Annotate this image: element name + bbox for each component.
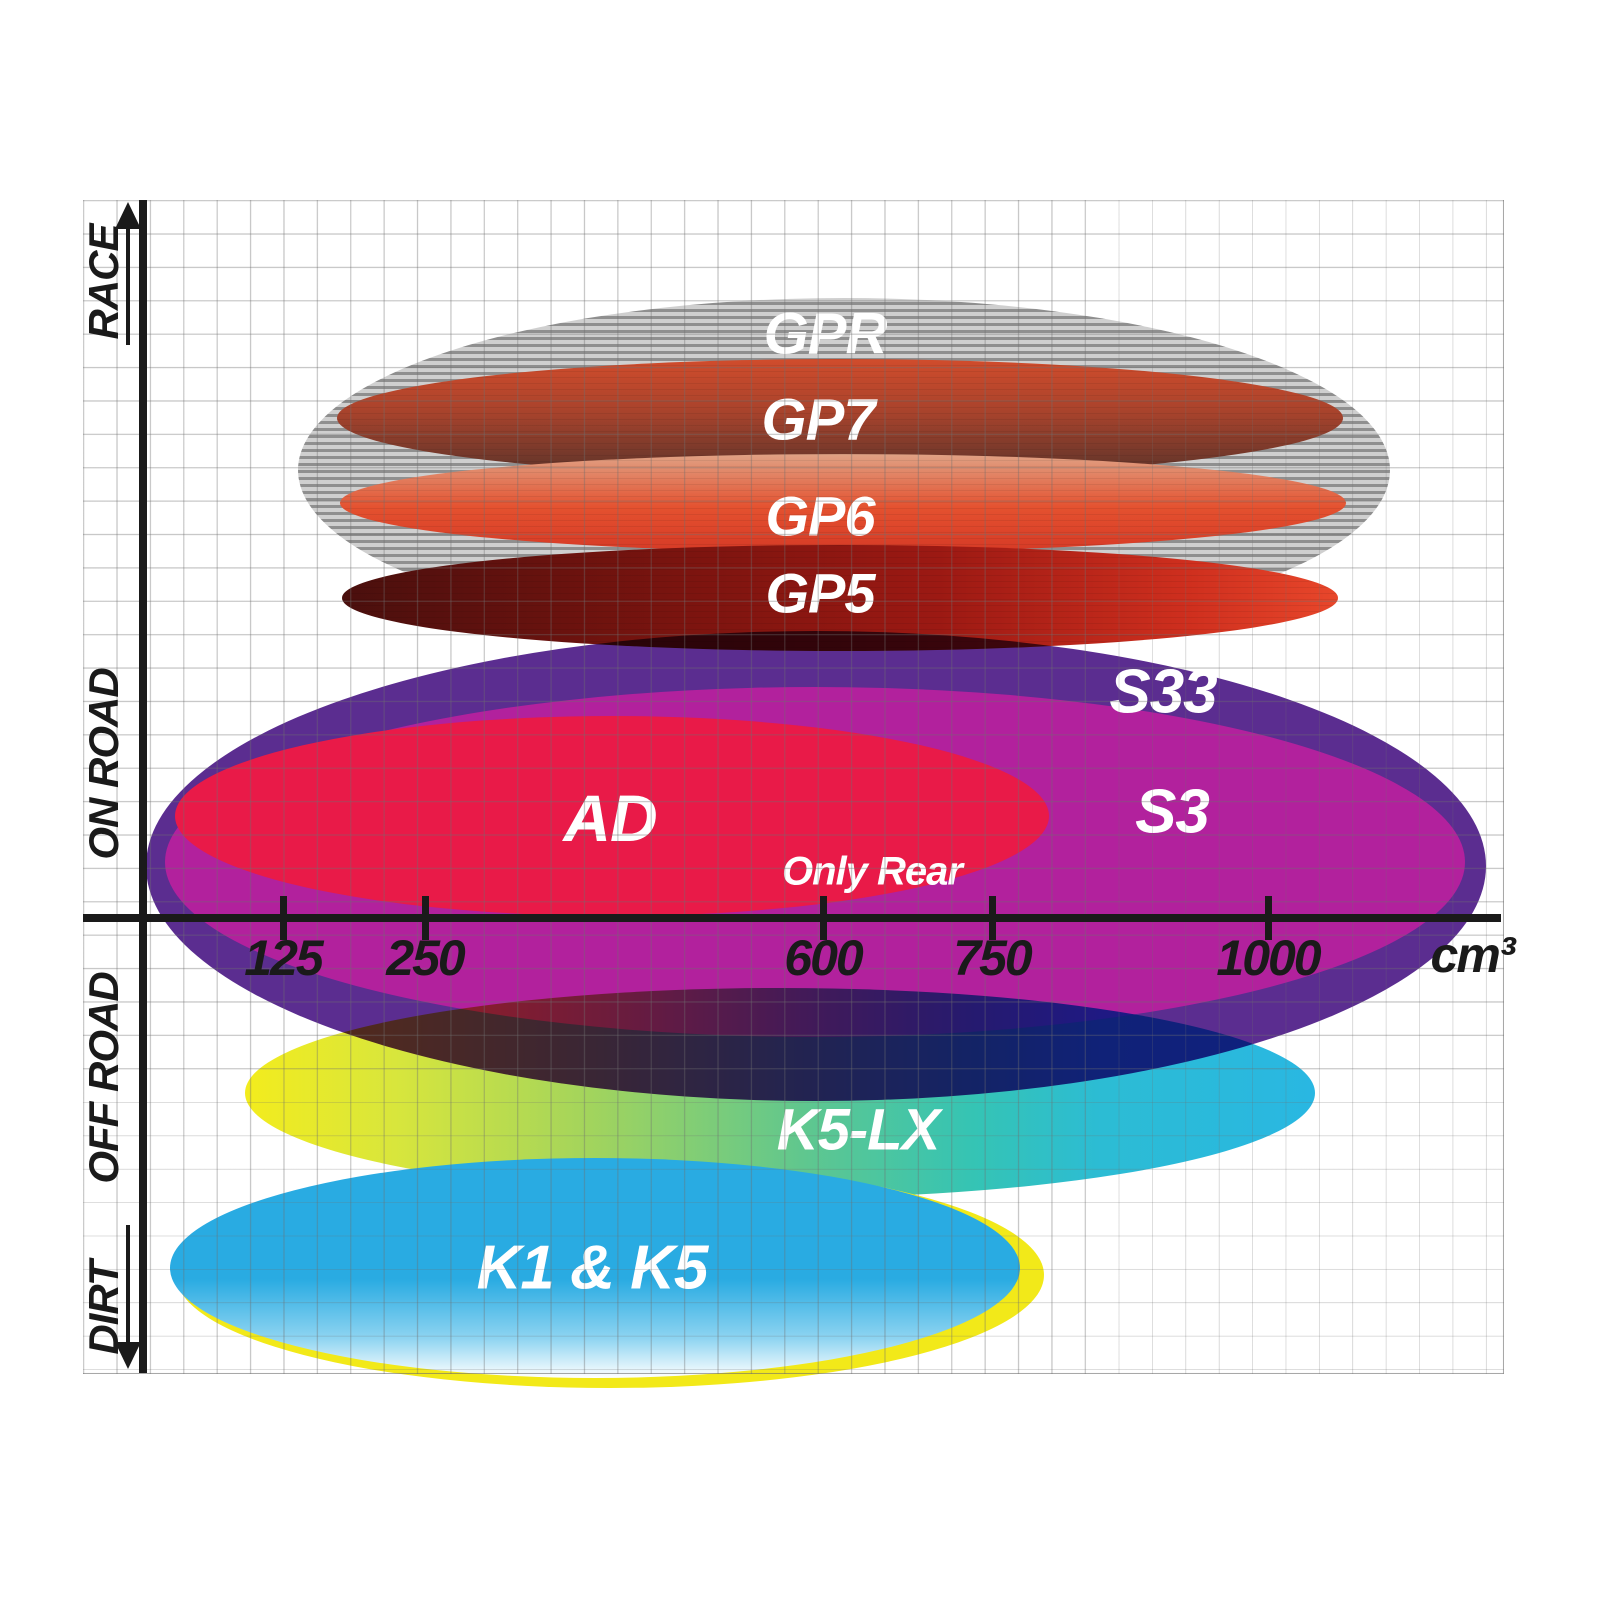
ellipse-ad: [175, 716, 1049, 916]
dirt-arrow-down-icon: [126, 1225, 130, 1343]
x-tick-750: [989, 896, 996, 940]
x-tick-label-125: 125: [244, 930, 323, 986]
ellipse-gp5: [342, 545, 1338, 651]
zone-label-on-road: ON ROAD: [80, 668, 127, 860]
ellipse-gp6: [340, 454, 1346, 552]
series-label-gp5: GP5: [765, 561, 875, 625]
x-tick-label-600: 600: [784, 930, 863, 986]
dirt-arrowhead-icon: [115, 1342, 141, 1369]
zone-label-race: RACE: [80, 224, 127, 340]
x-axis-unit-label: cm³: [1430, 927, 1516, 983]
x-tick-label-1000: 1000: [1216, 930, 1321, 986]
series-label-gp6: GP6: [765, 484, 875, 548]
ellipse-k1k5: [170, 1158, 1020, 1378]
x-tick-125: [280, 896, 287, 940]
y-axis: [139, 200, 147, 1373]
x-tick-250: [422, 896, 429, 940]
ellipse-gp7: [337, 359, 1343, 477]
ellipse-k5lx: [245, 988, 1315, 1198]
series-label-s33: S33: [1109, 657, 1217, 727]
x-tick-label-250: 250: [386, 930, 465, 986]
series-label-k5lx: K5-LX: [776, 1097, 941, 1163]
series-note-only-rear: Only Rear: [782, 849, 963, 894]
series-label-ad: AD: [563, 781, 657, 855]
x-tick-label-750: 750: [953, 930, 1032, 986]
race-arrowhead-icon: [115, 202, 141, 229]
x-axis: [83, 914, 1501, 922]
x-tick-1000: [1265, 896, 1272, 940]
series-label-gpr: GPR: [763, 301, 888, 367]
race-arrow-up-icon: [126, 228, 130, 345]
series-label-s3: S3: [1135, 777, 1210, 847]
series-label-k1k5: K1 & K5: [476, 1233, 709, 1303]
series-label-gp7: GP7: [761, 387, 875, 453]
x-tick-600: [820, 896, 827, 940]
zone-label-dirt: DIRT: [80, 1261, 127, 1355]
